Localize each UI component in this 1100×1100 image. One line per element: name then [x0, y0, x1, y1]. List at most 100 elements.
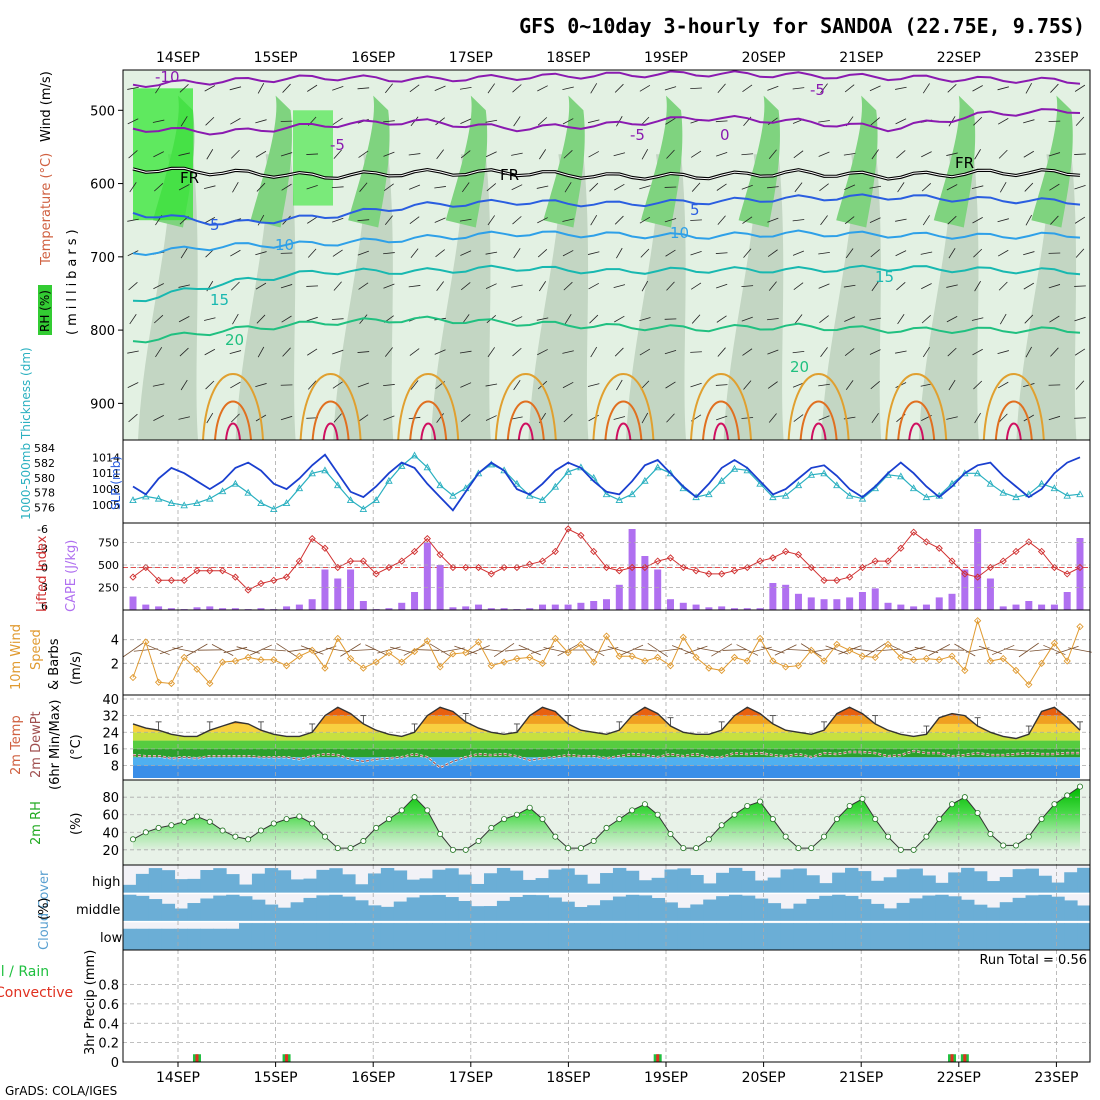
- wind-speed-point: [654, 653, 662, 662]
- wind-barb: [639, 185, 651, 190]
- wind-barb: [537, 85, 548, 92]
- cloud-bar: [870, 923, 885, 950]
- cloud-bar: [355, 884, 369, 894]
- wind-barb: [767, 349, 779, 355]
- precip-conv-bar: [195, 1054, 199, 1062]
- y-tick-label: 2: [111, 657, 119, 672]
- thickness-point: [218, 487, 227, 495]
- wind-speed-point: [1012, 666, 1020, 675]
- contour-label: 15: [210, 291, 229, 309]
- wind-barb: [479, 648, 504, 652]
- cape-bar: [1012, 604, 1020, 610]
- wind-barb: [384, 215, 393, 225]
- isotherm-m5: [132, 108, 1081, 136]
- li-point: [705, 570, 713, 578]
- wind-speed-point: [244, 653, 252, 662]
- cloud-bar: [187, 878, 201, 894]
- li-point: [1076, 563, 1084, 572]
- cloud-bar: [690, 875, 704, 894]
- wind-barb: [358, 282, 369, 290]
- rh-shade-region: [933, 95, 976, 228]
- wind-barb: [922, 83, 930, 94]
- wind-barb: [307, 248, 317, 258]
- y-tick-label: 20: [102, 844, 119, 859]
- cloud-bar: [986, 923, 1001, 950]
- cloud-bar: [677, 868, 691, 894]
- wind-barb: [332, 86, 344, 91]
- rh2m-point: [923, 833, 930, 840]
- y-tick-label: 4: [111, 634, 119, 649]
- y-tick-label: 24: [102, 726, 119, 741]
- date-label-bottom: 20SEP: [742, 1070, 786, 1086]
- cloud-bar: [625, 870, 640, 894]
- isotherm-25: [202, 373, 264, 441]
- cloud-bar: [728, 867, 743, 894]
- cape-bar: [986, 578, 994, 610]
- cape-bar: [807, 597, 815, 610]
- thickness-point: [717, 476, 726, 484]
- temp-band: [133, 757, 1080, 766]
- rh2m-point: [603, 824, 610, 831]
- rh2m-point: [398, 807, 405, 814]
- wind-barb: [159, 645, 183, 655]
- wind-speed-point: [743, 657, 751, 665]
- y-tick-label: 80: [102, 791, 119, 806]
- cloud-bar: [367, 923, 382, 950]
- wind-barb: [133, 648, 158, 652]
- rh2m-point: [744, 802, 751, 809]
- date-label-bottom: 16SEP: [351, 1070, 395, 1086]
- wind10-labels: 10m Wind Speed & Barbs (m/s): [9, 624, 84, 690]
- wind-barb: [518, 644, 541, 656]
- wind-barb: [358, 150, 369, 158]
- cloud-bar: [226, 894, 240, 922]
- precip-labels: Total / Rain Convective 3hr Precip (mm) …: [0, 950, 1087, 1055]
- cloud-bar: [845, 867, 859, 894]
- contour-label: 15: [875, 268, 894, 286]
- wind-barb: [895, 250, 907, 257]
- cloud-bar: [445, 897, 459, 922]
- wind-barb: [230, 149, 240, 159]
- y-tick-label: 600: [90, 178, 115, 193]
- cloud-labels: Cloud Cover (%) high middle low: [37, 870, 123, 950]
- wind-barb: [357, 382, 369, 388]
- cloud-bar: [1051, 896, 1065, 922]
- cloud-bar: [922, 923, 936, 950]
- cloud-bar: [535, 923, 549, 950]
- wind-barb: [973, 116, 983, 126]
- wind-barb: [736, 644, 759, 656]
- cape-bar: [1025, 601, 1033, 610]
- contour-label: 20: [225, 331, 244, 349]
- rh2m-point: [565, 845, 572, 852]
- wind-barb: [1048, 415, 1061, 421]
- cloud-bar: [638, 895, 653, 922]
- cape-bar: [129, 596, 137, 610]
- cloud-bar: [277, 870, 292, 894]
- wind-barb: [403, 644, 426, 656]
- wind-barb: [812, 647, 836, 653]
- wind-speed-point: [270, 656, 278, 664]
- wind-barb: [1048, 120, 1061, 122]
- cloud-bar: [780, 908, 794, 922]
- wind-barb: [1018, 642, 1039, 658]
- cloud-bar: [754, 898, 769, 922]
- cape-bar: [257, 608, 265, 610]
- wind-barb: [306, 316, 318, 322]
- wind-barb: [897, 314, 905, 325]
- cloud-bar: [380, 906, 395, 922]
- li-point: [1025, 538, 1033, 546]
- wind-barb: [178, 416, 190, 420]
- li-point: [270, 576, 278, 584]
- cape-bar: [730, 608, 738, 610]
- rh2m-point: [808, 845, 815, 852]
- rh2m-point: [424, 807, 431, 814]
- thickness-point: [666, 469, 675, 477]
- li-point: [730, 567, 739, 575]
- rh2m-point: [821, 833, 828, 840]
- wind-barb: [845, 380, 854, 390]
- li-point: [922, 538, 931, 546]
- wind-barb: [895, 350, 907, 354]
- rh2m-label: 2m RH: [29, 801, 44, 845]
- y-right-tick-label: 750: [98, 537, 119, 550]
- isotherm-35: [615, 422, 632, 441]
- thickness-point: [410, 451, 419, 459]
